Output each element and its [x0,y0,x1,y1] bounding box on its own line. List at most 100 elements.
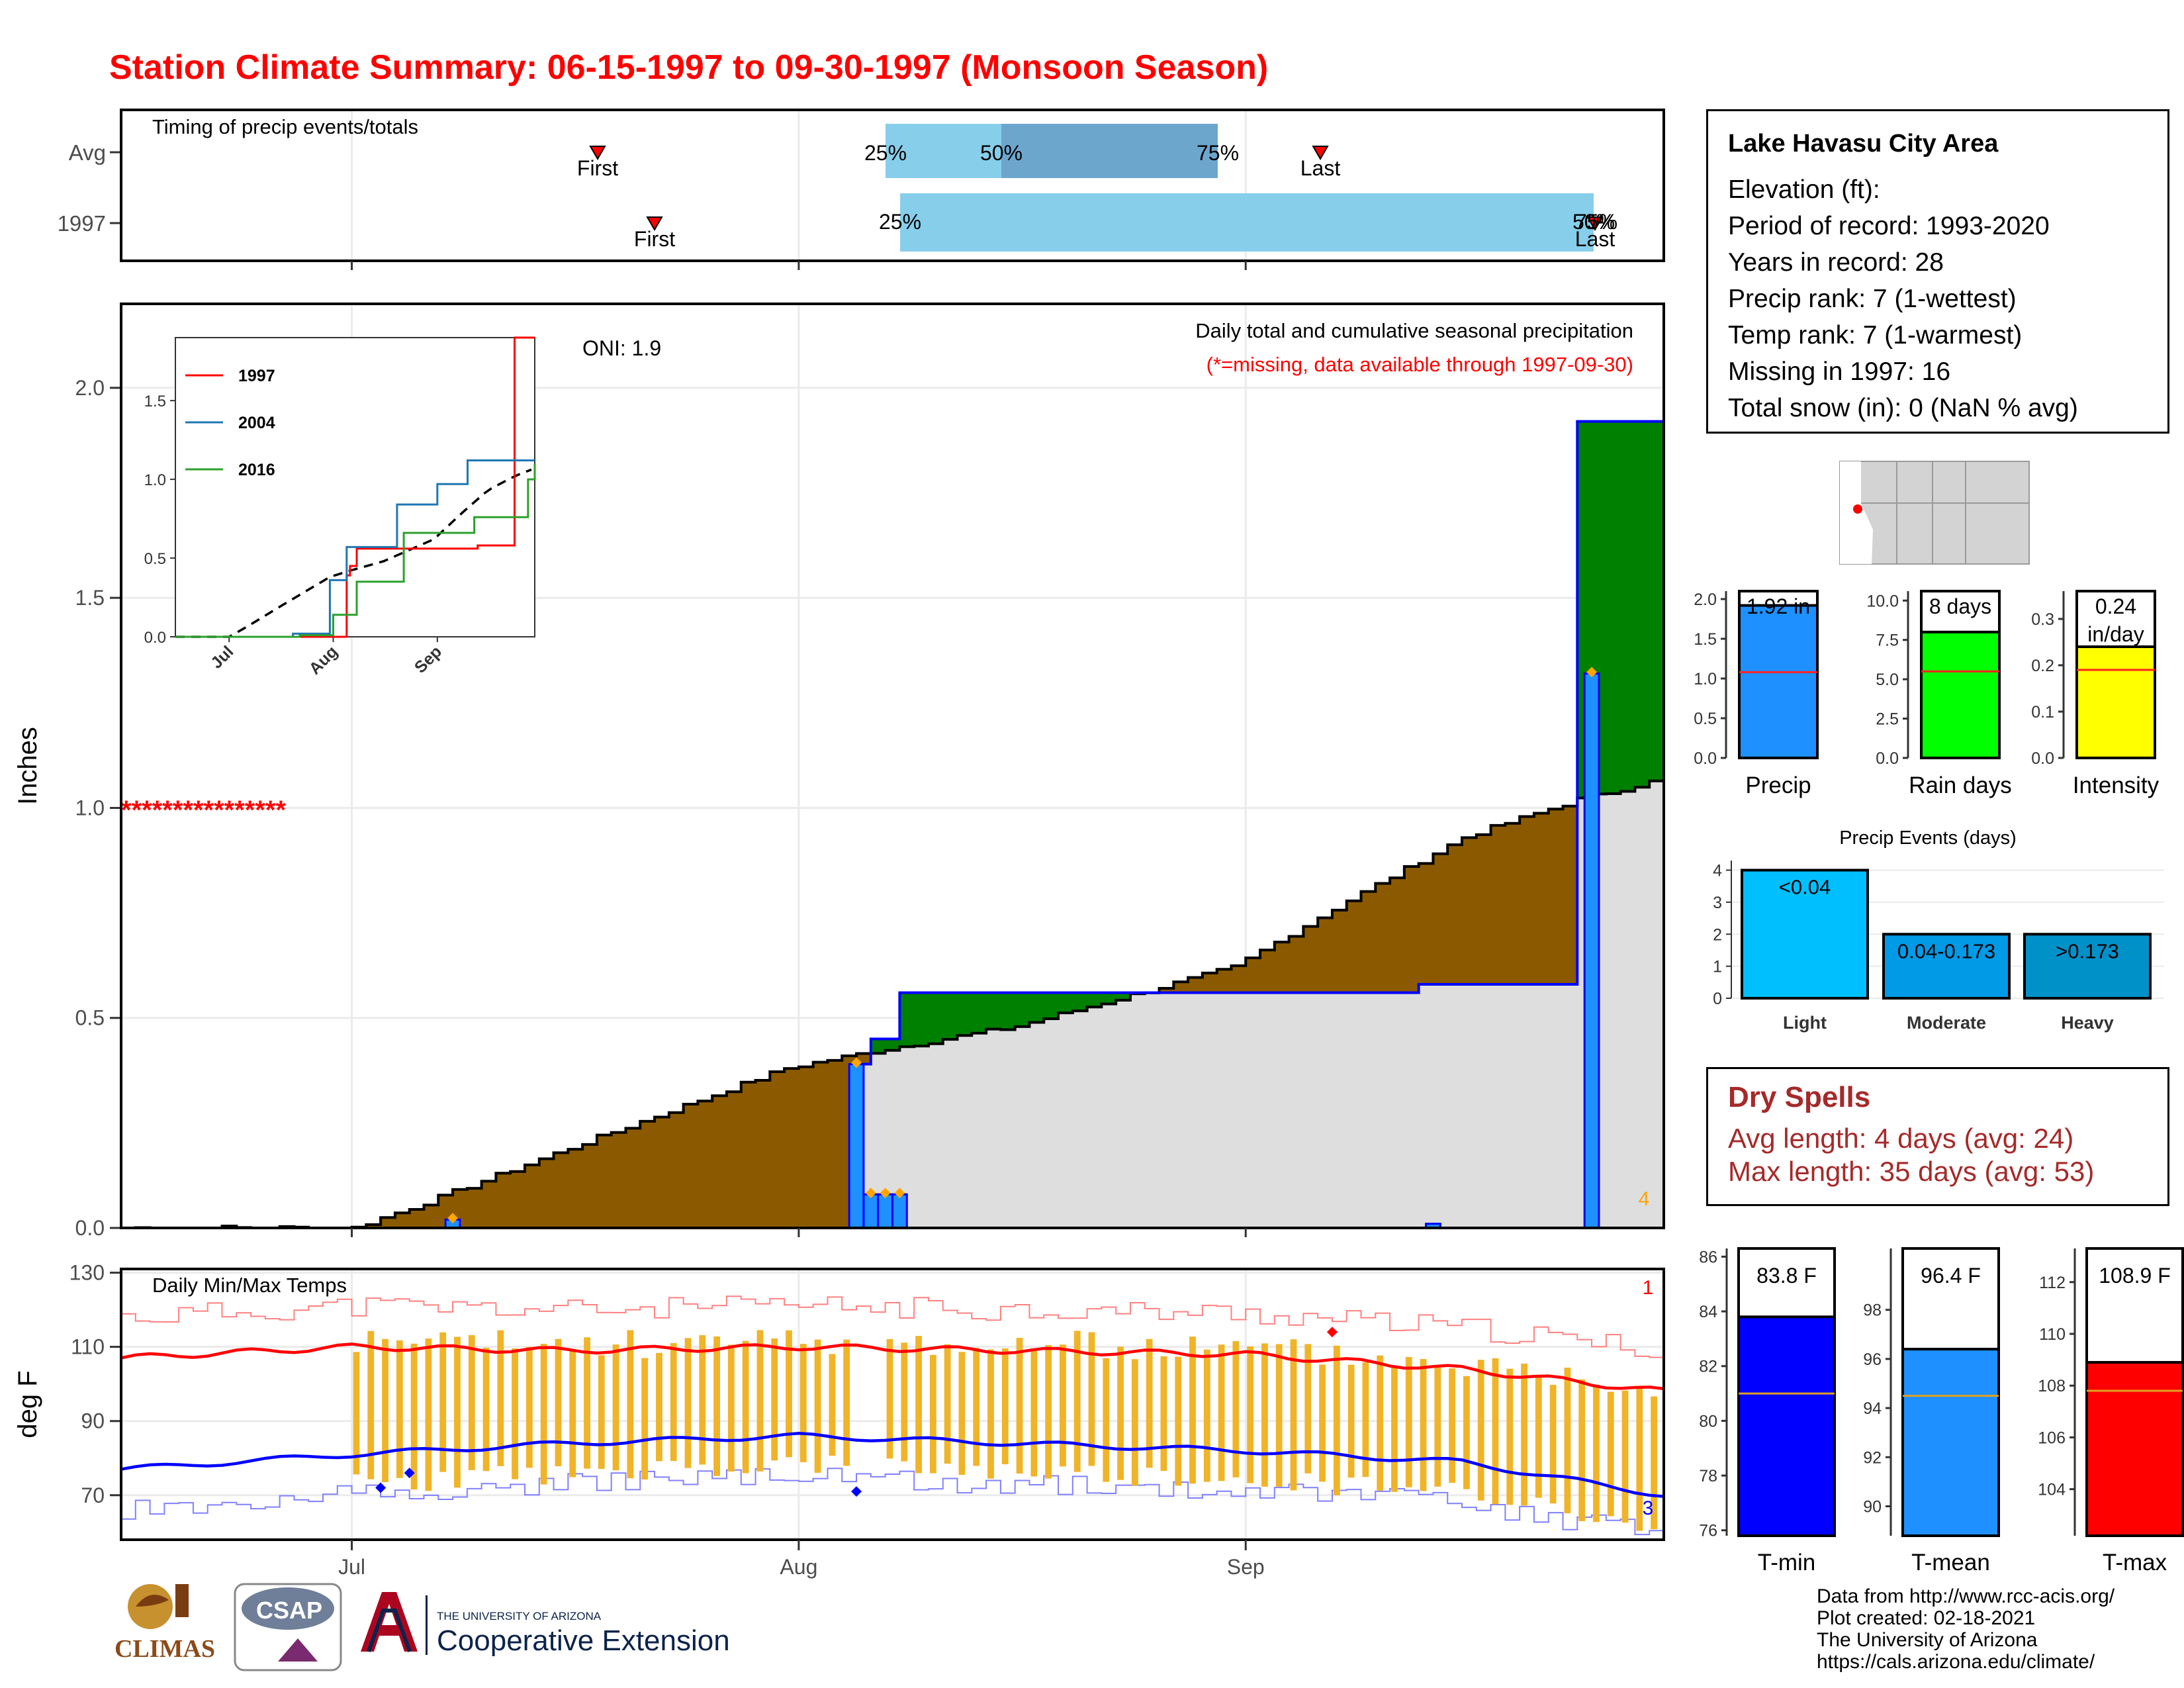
precip-departure-area-day-32 [582,1144,598,1228]
temp-daily-range-bar-90 [1420,1359,1427,1491]
precip-departure-area-day-44 [755,1080,770,1228]
csap-text: CSAP [256,1597,322,1624]
inset-legend-label-2004: 2004 [238,414,275,432]
precip-departure-area-day-45 [770,1071,785,1228]
station-snow: Total snow (in): 0 (NaN % avg) [1728,394,2078,422]
dry-spells-title: Dry Spells [1728,1081,1871,1113]
temp-daily-range-bar-91 [1434,1367,1441,1487]
mini-raindays-label: Rain days [1909,773,2012,798]
timing-label: Timing of precip events/totals [152,115,418,138]
precip-departure-area-day-86 [1361,891,1376,993]
tbar-T-max-ytick-label-0: 104 [2038,1481,2066,1499]
precip-daily-marker-2 [865,1188,876,1199]
precip-departure-area-day-105 [1635,421,1650,788]
mini-intensity-bar [2075,645,2156,759]
temp-avg-max-line [120,1342,1664,1391]
precip-departure-area-day-88 [1390,878,1405,993]
mini-precip-bar [1738,604,1819,759]
precip-daily-marker-6 [1586,667,1598,678]
tbar-T-max-value: 108.9 F [2099,1264,2171,1288]
precip-departure-area-day-74 [1188,977,1203,993]
precip-ytick-label-2: 1.0 [75,796,105,820]
precip-daily-bar-2 [862,1193,880,1229]
tbar-T-mean-ytick-label-0: 90 [1863,1497,1882,1516]
station-elevation: Elevation (ft): [1728,175,1880,204]
temp-daily-range-bar-100 [1564,1368,1571,1514]
mini-raindays-ytick-label-3: 7.5 [1876,632,1899,650]
temp-daily-range-bar-59 [973,1348,980,1466]
precip-departure-area-day-77 [1231,965,1246,993]
temp-daily-range-bar-33 [598,1355,605,1470]
temp-daily-range-bar-83 [1319,1364,1326,1482]
precip-departure-area-day-47 [798,1066,814,1228]
precip-departure-area-day-49 [827,1060,842,1228]
precip-departure-area-day-87 [1375,883,1390,993]
map-station-marker [1853,504,1862,514]
temp-daily-range-bar-97 [1521,1363,1527,1506]
mini-raindays-ytick-label-0: 0.0 [1876,749,1899,768]
temp-daily-range-bar-82 [1304,1344,1312,1474]
temp-daily-range-bar-35 [627,1330,634,1479]
precip-departure-area-day-24 [467,1188,482,1228]
precip-departure-area-day-61 [1000,992,1016,1030]
precip-departure-area-day-84 [1332,910,1347,993]
credit-line-data: Data from http://www.rcc-acis.org/ [1817,1585,2115,1607]
precip-departure-area-day-28 [524,1164,540,1228]
timing-1997-first-marker [646,216,663,231]
temp-ytick-label-0: 70 [81,1483,105,1507]
inset-ytick-label-1: 0.5 [144,550,166,568]
precip-departure-area-day-38 [668,1112,684,1228]
inset-legend-label-1997: 1997 [238,367,275,385]
temp-daily-range-bar-89 [1405,1356,1412,1487]
tbar-T-min-ytick-label-2: 80 [1699,1412,1717,1430]
ua-logo: THE UNIVERSITY OF ARIZONA Cooperative Ex… [361,1592,730,1657]
precip-departure-area-day-65 [1058,992,1073,1013]
logo-strip: CLIMAS CSAP THE UNIVERSITY OF ARIZONA Co… [114,1583,730,1671]
precip-departure-area-day-76 [1216,969,1232,993]
temp-ytick-label-2: 110 [71,1335,105,1359]
temp-daily-range-bar-80 [1275,1344,1283,1487]
tbar-T-min-ytick-label-1: 78 [1699,1467,1717,1485]
precip-departure-area-day-39 [683,1104,699,1228]
precip-daily-bar-1 [848,1063,865,1229]
precip-departure-area-day-66 [1072,992,1088,1011]
temp-daily-range-bar-76 [1218,1344,1225,1481]
mini-intensity-ytick-label-2: 0.2 [2031,657,2054,675]
temp-daily-range-bar-70 [1131,1359,1138,1486]
temp-xtick-label-2: Sep [1227,1555,1265,1579]
precip-departure-area-day-80 [1274,942,1290,993]
temp-daily-range-bar-50 [843,1339,850,1466]
precip-departure-area-day-36 [640,1121,655,1228]
station-years: Years in record: 28 [1728,248,1944,277]
precip-departure-area-day-30 [553,1152,569,1228]
precip-ytick-label-3: 1.5 [75,586,105,610]
credit-line-date: Plot created: 02-18-2021 [1817,1607,2036,1629]
events-ytick-label-1: 1 [1713,958,1722,976]
temp-daily-range-bar-32 [584,1337,590,1469]
dry-spells-panel: Dry Spells Avg length: 4 days (avg: 24) … [1706,1067,2169,1206]
precip-departure-area-day-94 [1476,834,1492,984]
precip-departure-area-day-42 [726,1092,742,1228]
temp-daily-range-bar-64 [1045,1345,1052,1479]
precip-departure-area-day-26 [496,1173,511,1228]
events-ytick-label-4: 4 [1713,862,1722,880]
temp-daily-range-bar-40 [699,1335,706,1465]
credit-line-url: https://cals.arizona.edu/climate/ [1817,1651,2095,1673]
temp-avg-min-line [120,1431,1664,1498]
precip-departure-area-day-20 [409,1209,425,1228]
temp-daily-range-bar-86 [1362,1362,1369,1477]
precip-departure-area-day-29 [539,1158,555,1228]
mini-precip-label: Precip [1745,773,1811,798]
temp-daily-range-bar-62 [1016,1338,1023,1474]
temp-daily-range-bar-39 [684,1338,692,1468]
credits: Data from http://www.rcc-acis.org/ Plot … [1817,1585,2115,1673]
mini-raindays-ytick-label-1: 2.5 [1876,710,1899,729]
tbar-T-max-label: T-max [2103,1550,2167,1575]
tbar-T-max-ytick-label-1: 106 [2038,1429,2066,1447]
events-bar-light [1741,868,1869,1000]
temp-daily-range-bar-84 [1333,1345,1340,1495]
mini-precip-ytick-label-3: 1.5 [1694,630,1717,649]
temp-daily-range-bar-101 [1578,1379,1586,1521]
precip-departure-area-day-81 [1289,936,1304,993]
precip-departure-area-day-92 [1447,845,1463,984]
